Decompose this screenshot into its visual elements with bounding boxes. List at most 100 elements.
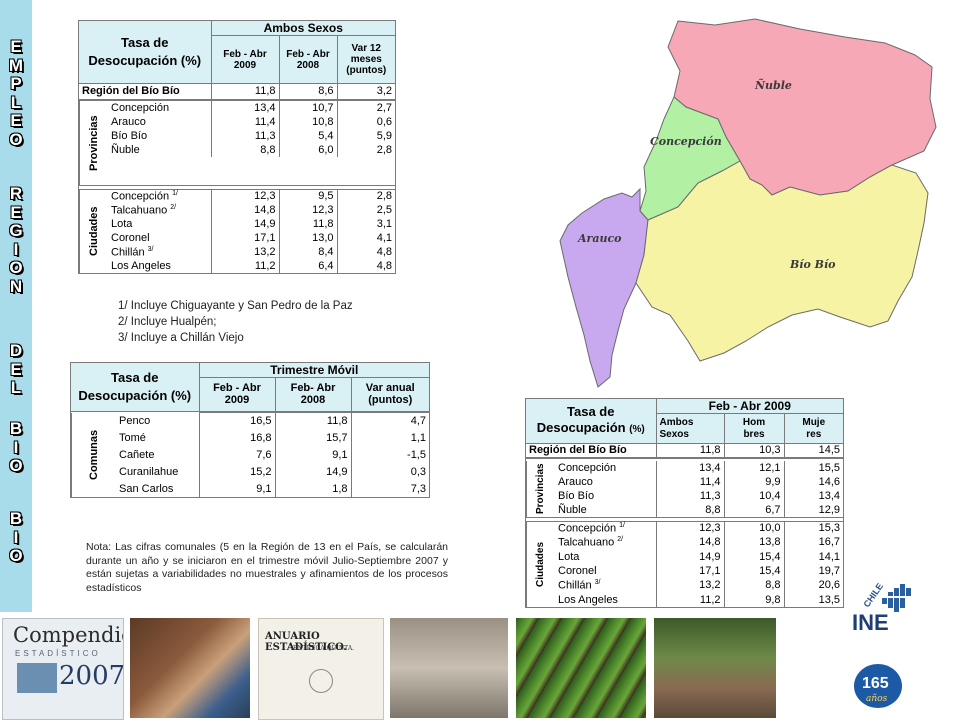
comunas-block: Comunas Penco 16,5 11,8 4,7 Tomé 16,8 15,7 1,1 C…	[71, 413, 429, 497]
cell-value: 14,9	[275, 463, 352, 481]
cell-value: 2,5	[376, 204, 392, 216]
table-row: Talcahuano 2/14,8 13,8 16,7	[555, 535, 843, 550]
cell-value: 19,7	[818, 565, 840, 578]
ine-acronym: INE	[852, 610, 889, 635]
photo-workers	[130, 618, 250, 718]
row-name: Concepción	[558, 522, 617, 535]
side-letter: O	[9, 546, 23, 565]
cell-value: 1,8	[275, 480, 352, 497]
table-row: Coronel 17,1 15,4 19,7	[555, 563, 843, 579]
cell-value: 6,4	[279, 259, 338, 273]
cell-value: 15,2	[199, 463, 276, 481]
cell-value: 14,1	[818, 550, 840, 563]
row-name: Ñuble	[111, 144, 140, 156]
cell-value: 12,9	[818, 504, 840, 516]
table-row: Lota 14,9 15,4 14,1	[555, 549, 843, 564]
photo-group	[654, 618, 776, 718]
cell-value: 11,8	[275, 413, 352, 430]
cell-value: 9,8	[724, 592, 785, 607]
ciudades-block: Ciudades Concepción 1/12,3 9,5 2,8 Talcahuan…	[79, 189, 395, 273]
comunas-group-header: Trimestre Móvil	[199, 363, 430, 378]
table-row: Concepción 13,4 10,7 2,7	[108, 101, 395, 115]
cell-value: 16,5	[199, 413, 276, 430]
cell-value: 11,3	[211, 129, 280, 143]
sexo-provincias-label: Provincias	[526, 461, 555, 517]
side-letter: B	[9, 419, 23, 438]
table-row: Penco 16,5 11,8 4,7	[116, 413, 429, 430]
cell-value: 11,3	[656, 489, 725, 503]
ine-country: CHILE	[861, 581, 885, 609]
cell-value: 12,1	[724, 461, 785, 475]
row-name: Tomé	[119, 432, 146, 445]
side-letter: D	[9, 341, 23, 360]
row-name: Coronel	[111, 232, 150, 244]
row-name: Chillán	[111, 246, 145, 259]
table-region-desocupacion: Tasa de Desocupación (%) Ambos Sexos Feb…	[78, 20, 396, 274]
row-name: Talcahuano	[111, 204, 168, 217]
sexo-col-mujeres: Muje res	[784, 413, 844, 444]
cell-value: -1,5	[407, 448, 426, 461]
side-letter: B	[9, 509, 23, 528]
side-letter: G	[9, 221, 23, 240]
table-row: Bío Bío 11,3 5,4 5,9	[108, 129, 395, 143]
cell-value: 14,8	[656, 535, 725, 550]
cell-value: 10,7	[279, 101, 338, 115]
row-name: Curanilahue	[119, 465, 179, 478]
table-sexo: Tasa de Desocupación (%) Feb - Abr 2009 …	[525, 398, 844, 608]
table-row: Cañete 7,6 9,1 -1,5	[116, 446, 429, 464]
table-row: Chillán 3/13,2 8,8 20,6	[555, 578, 843, 593]
comunas-label: Comunas	[71, 413, 116, 497]
cell-value: 11,2	[656, 592, 725, 607]
cell-value: 14,9	[656, 549, 725, 564]
cell-value: 6,7	[724, 503, 785, 517]
anniversary-word: años	[866, 694, 888, 704]
group-header: Ambos Sexos	[211, 21, 396, 36]
anuario-cover: ANUARIO ESTADÍSTICO. ENTREGA QUINTA.	[258, 618, 384, 720]
cell-value: 7,3	[410, 482, 426, 495]
cell-value: 15,3	[818, 522, 840, 535]
table-row: Curanilahue 15,2 14,9 0,3	[116, 463, 429, 481]
cell-value: 11,2	[211, 259, 280, 273]
row-name: Bío Bío	[558, 490, 595, 502]
compendio-cover: Compendio ESTADÍSTICO 2007	[2, 618, 124, 720]
region-map: Ñuble Concepción Arauco Bío Bío	[540, 15, 960, 395]
cell-value: 12,3	[279, 203, 338, 217]
table-row: Ñuble 8,8 6,7 12,9	[555, 503, 843, 517]
footnote-ref: 2/	[170, 203, 177, 211]
map-label-concepcion: Concepción	[650, 135, 722, 148]
cell-value: 16,8	[199, 429, 276, 447]
table-comunas: Tasa de Desocupación (%) Trimestre Móvil…	[70, 362, 430, 498]
row-name: Bío Bío	[111, 130, 148, 142]
cell-value: 15,4	[724, 563, 785, 579]
sexo-group-header: Feb - Abr 2009	[656, 399, 844, 414]
table-row: Concepción 13,4 12,1 15,5	[555, 461, 843, 475]
row-name: Chillán	[558, 579, 592, 592]
cell-value: 3,1	[376, 218, 392, 230]
cell-value: 8,8	[724, 578, 785, 593]
cell-value: 14,6	[818, 476, 840, 488]
table-row: Talcahuano 2/14,8 12,3 2,5	[108, 203, 395, 217]
cell-value: 13,8	[724, 535, 785, 550]
cell-value: 0,3	[410, 465, 426, 478]
side-letter: E	[10, 359, 22, 379]
cell-value: 6,0	[279, 143, 338, 157]
cell-value: 9,1	[199, 480, 276, 497]
sexo-region-row: Región del Bío Bío 11,8 10,3 14,5	[526, 443, 844, 458]
comunas-col-var: Var anual (puntos)	[351, 377, 430, 413]
side-letter: R	[9, 184, 23, 203]
cell-value: 2,8	[376, 190, 392, 202]
provincias-block: Provincias Concepción 13,4 10,7 2,7 Arauco 11…	[79, 101, 395, 185]
cell-value: 8,8	[211, 143, 280, 157]
comunas-col-2009: Feb - Abr 2009	[199, 377, 276, 413]
map-label-nuble: Ñuble	[754, 78, 792, 92]
cell-value: 2,7	[376, 102, 392, 114]
side-letter: E	[10, 202, 22, 222]
side-letter: P	[10, 74, 22, 93]
footnotes: 1/ Incluye Chiguayante y San Pedro de la…	[118, 298, 353, 346]
cell-value: 13,0	[279, 231, 338, 245]
cell-value: 10,8	[279, 115, 338, 129]
table-row: Arauco 11,4 9,9 14,6	[555, 475, 843, 489]
cell-value: 14,9	[211, 217, 280, 231]
footnote-1: 1/ Incluye Chiguayante y San Pedro de la…	[118, 300, 353, 312]
